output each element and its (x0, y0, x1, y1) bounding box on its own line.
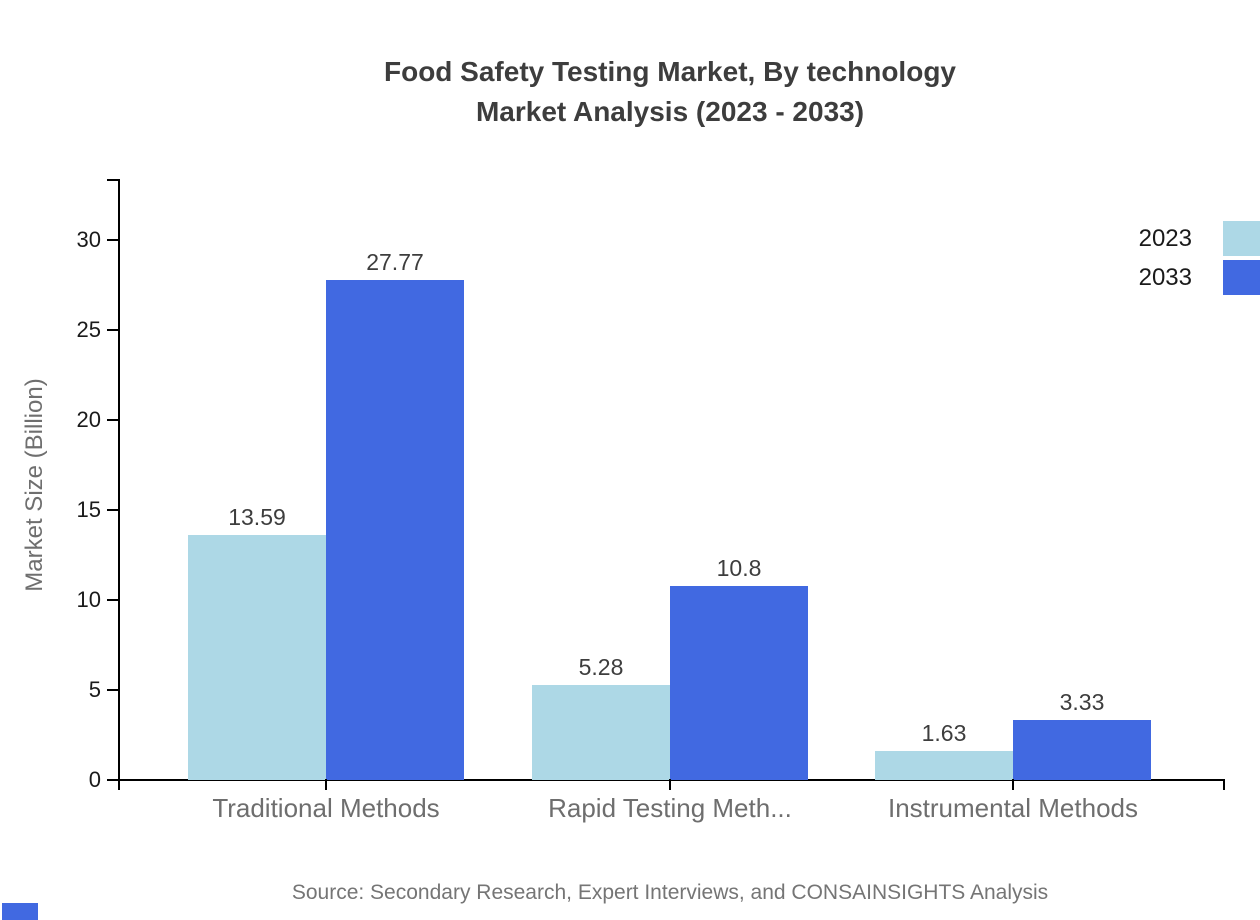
bar-2033-rapid-testing-meth (670, 585, 808, 780)
y-axis-line (118, 179, 120, 790)
chart-title-line-2: Market Analysis (2023 - 2033) (475, 96, 865, 127)
category-label-rapid-testing-meth: Rapid Testing Meth... (548, 793, 792, 823)
bar-2033-traditional-methods (326, 280, 464, 780)
bar-2033-instrumental-methods (1013, 720, 1151, 780)
legend-entry-2023: 2023 (1139, 221, 1260, 256)
y-tick-20 (107, 419, 120, 421)
bar-2023-traditional-methods (188, 535, 326, 780)
y-axis-title: Market Size (Billion) (21, 378, 48, 592)
category-label-traditional-methods: Traditional Methods (212, 793, 440, 823)
y-tick-label-10: 10 (76, 587, 101, 612)
y-tick-label-20: 20 (76, 407, 101, 432)
bar-2023-rapid-testing-meth (532, 684, 670, 780)
bar-value-2033-instrumental-methods: 3.33 (1059, 689, 1105, 716)
bar-value-2023-rapid-testing-meth: 5.28 (578, 653, 624, 680)
y-tick-5 (107, 689, 120, 691)
category-label-instrumental-methods: Instrumental Methods (887, 793, 1138, 823)
bar-2023-instrumental-methods (875, 750, 1013, 780)
y-tick-10 (107, 599, 120, 601)
y-tick-0 (107, 779, 120, 781)
category-tick-instrumental-methods (1012, 779, 1014, 790)
y-tick-label-5: 5 (88, 677, 101, 702)
y-tick-15 (107, 509, 120, 511)
x-axis-line (118, 779, 1225, 781)
legend: 2023 2033 (1139, 221, 1260, 295)
y-tick-label-25: 25 (76, 317, 101, 342)
category-tick-traditional-methods (325, 779, 327, 790)
bar-value-2033-traditional-methods: 27.77 (366, 249, 424, 276)
brand-corner-mark (2, 903, 38, 920)
y-tick-label-30: 30 (76, 227, 101, 252)
legend-swatch-2023 (1223, 221, 1260, 256)
chart-title-line-1: Food Safety Testing Market, By technolog… (383, 56, 956, 87)
category-tick-rapid-testing-meth (669, 779, 671, 790)
x-axis-right-cap (1223, 779, 1225, 790)
y-axis-top-cap (107, 179, 120, 181)
y-tick-30 (107, 239, 120, 241)
legend-swatch-2033 (1223, 260, 1260, 295)
legend-label-2023: 2023 (1138, 225, 1192, 252)
source-attribution: Source: Secondary Research, Expert Inter… (291, 881, 1049, 904)
bar-value-2023-traditional-methods: 13.59 (228, 504, 286, 531)
y-tick-label-0: 0 (88, 767, 101, 792)
y-tick-label-15: 15 (76, 497, 101, 522)
legend-label-2033: 2033 (1138, 264, 1192, 291)
bar-value-2033-rapid-testing-meth: 10.8 (716, 554, 762, 581)
legend-entry-2033: 2033 (1139, 260, 1260, 295)
y-tick-25 (107, 329, 120, 331)
bar-value-2023-instrumental-methods: 1.63 (921, 719, 967, 746)
